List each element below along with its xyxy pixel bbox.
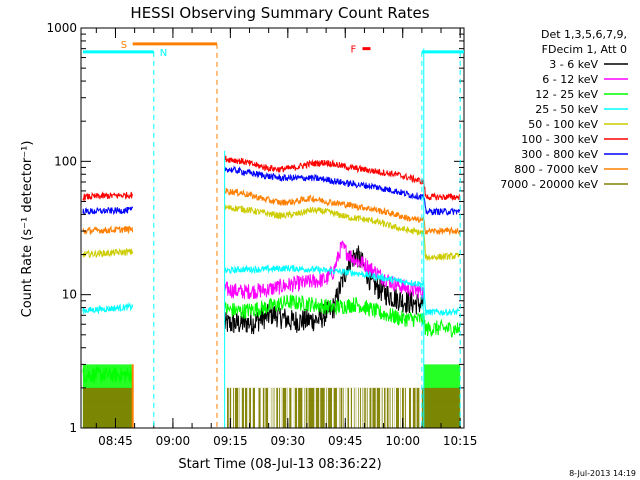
legend-label-6: 300 - 800 keV [521, 148, 598, 161]
low-count-bands [82, 364, 461, 428]
x-tick-label-1: 09:00 [156, 434, 191, 448]
plot-frame [80, 27, 465, 429]
legend-label-7: 800 - 7000 keV [514, 163, 598, 176]
y-tick-label-3: 1000 [46, 21, 77, 35]
series-5 [82, 155, 461, 202]
y-axis: 1 10 100 1000 [46, 21, 464, 435]
series-1 [224, 240, 425, 300]
series-line-5 [82, 155, 461, 202]
series-line-3 [82, 264, 460, 317]
legend-label-3: 25 - 50 keV [535, 103, 598, 116]
x-tick-label-0: 08:45 [98, 434, 133, 448]
footer-date: 8-Jul-2013 14:19 [569, 469, 636, 478]
series-7 [82, 187, 461, 236]
saa-label: S [121, 40, 127, 51]
y-axis-label: Count Rate (s⁻¹ detector⁻¹) [20, 141, 35, 318]
x-tick-label-5: 10:00 [385, 434, 420, 448]
legend-label-8: 7000 - 20000 keV [500, 178, 598, 191]
chart-title: HESSI Observing Summary Count Rates [130, 4, 429, 22]
x-tick-label-2: 09:15 [213, 434, 248, 448]
legend-header-1: FDecim 1, Att 0 [542, 43, 627, 56]
legend: Det 1,3,5,6,7,9, FDecim 1, Att 0 3 - 6 keV… [500, 28, 628, 191]
plot-area [82, 48, 461, 428]
y-tick-label-0: 1 [69, 421, 77, 435]
legend-label-1: 6 - 12 keV [542, 73, 598, 86]
series-6 [82, 165, 461, 216]
olive-band-0 [82, 387, 133, 428]
series-4 [82, 204, 460, 262]
night-label: N [160, 48, 167, 59]
annotation-bars: SN F [82, 40, 464, 428]
legend-label-0: 3 - 6 keV [549, 58, 598, 71]
legend-label-4: 50 - 100 keV [528, 118, 598, 131]
series-line-1 [224, 240, 425, 300]
legend-label-2: 12 - 25 keV [535, 88, 598, 101]
x-axis-label: Start Time (08-Jul-13 08:36:22) [178, 457, 381, 472]
series-line-7 [82, 187, 461, 236]
series-line-4 [82, 204, 460, 262]
x-tick-label-6: 10:15 [443, 434, 478, 448]
y-tick-label-2: 100 [54, 154, 77, 168]
x-tick-label-3: 09:30 [271, 434, 306, 448]
series-line-0 [224, 245, 425, 335]
series-0 [224, 245, 425, 335]
x-tick-label-4: 09:45 [328, 434, 363, 448]
legend-label-5: 100 - 300 keV [521, 133, 598, 146]
y-tick-label-1: 10 [62, 288, 77, 302]
legend-header-0: Det 1,3,5,6,7,9, [541, 28, 627, 41]
x-axis: 08:45 09:00 09:15 09:30 09:45 10:00 10:15 [95, 28, 478, 448]
series-3 [82, 264, 460, 317]
series-line-6 [82, 165, 461, 216]
flare-label: F [351, 45, 357, 56]
